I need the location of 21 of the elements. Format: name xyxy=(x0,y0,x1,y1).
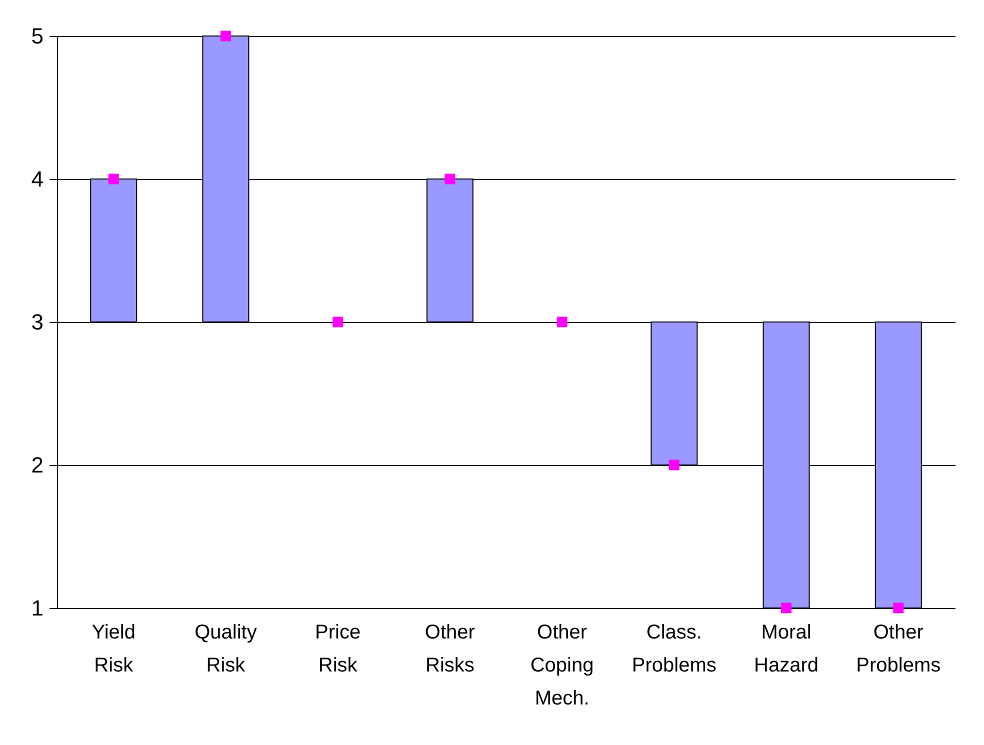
point xyxy=(332,316,344,328)
x-tick-label: Yield Risk xyxy=(92,622,136,676)
x-tick-label: Quality Risk xyxy=(194,622,257,676)
x-tick-label: Price Risk xyxy=(315,622,361,676)
point xyxy=(893,602,904,614)
x-tick-label: Moral Hazard xyxy=(754,622,819,676)
y-tick-label: 2 xyxy=(31,452,44,478)
y-tick-label: 3 xyxy=(31,310,44,334)
y-tick-label: 4 xyxy=(31,166,44,192)
y-tick-label: 5 xyxy=(31,24,44,48)
x-tick-label: Other Coping Mech. xyxy=(530,622,594,710)
point xyxy=(556,316,568,328)
point xyxy=(444,174,456,184)
x-tick-label: Other Risks xyxy=(424,622,476,676)
point xyxy=(668,460,680,470)
point xyxy=(220,30,231,42)
point xyxy=(108,174,119,184)
x-tick-label: Class. Problems xyxy=(632,622,716,676)
y-tick-label: 1 xyxy=(31,596,44,620)
point xyxy=(781,602,792,614)
x-tick-label: Other Problems xyxy=(856,622,941,676)
